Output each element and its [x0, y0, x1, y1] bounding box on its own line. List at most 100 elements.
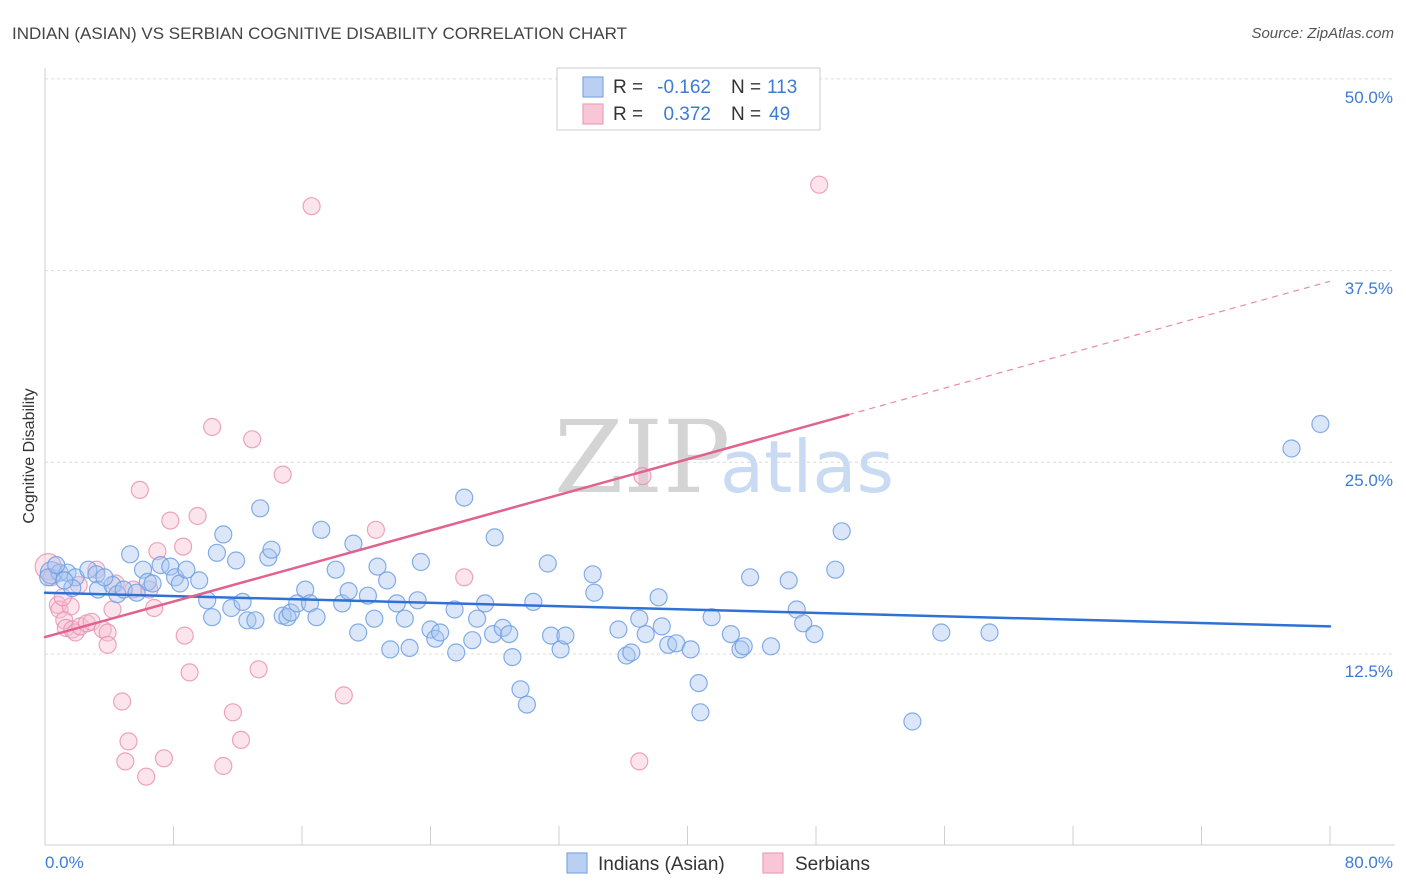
indians-asian-point — [455, 488, 474, 507]
indians-asian-point — [95, 568, 114, 587]
indians-asian-point — [408, 591, 427, 610]
indians-asian-point — [503, 647, 522, 667]
x-tick-marks — [173, 826, 1331, 845]
serbians-point — [180, 663, 199, 682]
indians-asian-point — [47, 555, 66, 575]
serbians-point — [214, 756, 233, 776]
indians-asian-point — [468, 609, 487, 628]
indians-asian-point — [622, 643, 641, 662]
watermark-atlas: atlas — [720, 425, 894, 509]
serbians-stats-swatch — [582, 103, 604, 125]
indians-asian-point — [702, 608, 721, 627]
serbians-point — [223, 703, 242, 722]
y-tick-label-50: 50.0% — [1345, 88, 1393, 107]
indians-asian-point — [121, 545, 140, 564]
indians-asian-point — [583, 565, 602, 584]
serbians-point — [174, 537, 193, 556]
indians-asian-n-value: 113 — [767, 77, 797, 98]
indians-asian-point — [203, 608, 222, 627]
serbians-trend-line — [43, 413, 850, 639]
indians-asian-point — [312, 520, 331, 539]
serbians-trend-extension — [847, 280, 1331, 416]
indians-asian-point — [233, 592, 252, 612]
serbians-point — [112, 692, 132, 711]
indians-asian-point — [1311, 414, 1330, 434]
serbians-n-value: 49 — [769, 104, 790, 125]
indians-asian-point — [378, 571, 397, 590]
serbians-point — [119, 732, 138, 751]
indians-asian-point — [381, 640, 400, 659]
serbians-point — [154, 749, 173, 768]
indians-asian-point — [541, 626, 561, 645]
serbians-point — [175, 626, 194, 645]
indians-asian-point — [805, 624, 824, 644]
indians-asian-trend-line — [43, 591, 1332, 628]
indians-asian-point — [447, 643, 466, 662]
y-tick-label-25: 25.0% — [1345, 471, 1393, 490]
serbians-legend-swatch — [762, 852, 784, 874]
serbians-legend-label: Serbians — [795, 854, 870, 875]
serbians-point — [203, 417, 222, 437]
indians-asian-point — [431, 623, 450, 642]
serbians-point — [455, 568, 474, 587]
indians-asian-point — [681, 640, 700, 659]
indians-asian-point — [932, 623, 951, 642]
indians-asian-point — [281, 603, 300, 622]
trend-lines — [43, 280, 1332, 639]
indians-asian-point — [585, 583, 604, 602]
indians-asian-point — [262, 540, 281, 559]
indians-asian-point — [538, 554, 557, 573]
indians-asian-point — [517, 695, 537, 714]
serbians-point — [130, 480, 149, 499]
indians-asian-point — [463, 631, 482, 650]
stats-legend: R = -0.162 N = 113 R = 0.372 N = 49 — [556, 67, 821, 131]
indians-asian-point — [246, 611, 265, 630]
indians-asian-point — [761, 637, 781, 656]
indians-asian-point — [339, 581, 358, 601]
indians-asian-point — [296, 580, 315, 599]
gridlines — [45, 78, 1395, 655]
indians-asian-point — [411, 552, 430, 572]
indians-asian-point — [652, 617, 671, 636]
indians-asian-point — [740, 568, 760, 587]
indians-asian-point — [1282, 439, 1301, 458]
serbians-point — [116, 752, 135, 771]
indians-asian-point — [207, 543, 226, 562]
serbians-point — [366, 520, 385, 539]
indians-asian-point — [556, 626, 575, 645]
series-legend: Indians (Asian) Serbians — [566, 852, 870, 875]
indians-asian-point — [349, 623, 368, 642]
indians-asian-point — [251, 499, 270, 518]
indians-asian-point — [368, 557, 387, 576]
indians-asian-point — [649, 588, 668, 607]
indians-asian-n-label: N = — [731, 77, 761, 98]
indians-asian-point — [143, 574, 162, 593]
indians-asian-point — [484, 624, 503, 644]
indians-asian-point — [326, 560, 345, 579]
indians-asian-point — [691, 703, 710, 722]
indians-asian-point — [387, 594, 406, 613]
indians-asian-point — [222, 598, 241, 618]
y-tick-label-37-5: 37.5% — [1345, 279, 1393, 298]
indians-asian-point — [609, 620, 628, 639]
indians-asian-point — [636, 624, 655, 644]
x-tick-label-80: 80.0% — [1345, 853, 1393, 872]
indians-asian-r-value: -0.162 — [657, 77, 711, 98]
indians-asian-stats-swatch — [582, 76, 604, 98]
indians-asian-point — [127, 583, 146, 602]
serbians-point — [148, 542, 167, 561]
serbians-point — [334, 686, 353, 705]
serbians-point — [273, 465, 292, 484]
indians-asian-point — [511, 680, 530, 699]
serbians-point — [188, 506, 207, 526]
serbians-point — [98, 635, 117, 654]
serbians-point — [137, 767, 156, 786]
indians-asian-points — [39, 414, 1330, 731]
indians-asian-point — [832, 522, 851, 541]
serbians-point — [302, 197, 321, 216]
indians-asian-point — [177, 560, 196, 579]
indians-asian-r-label: R = — [613, 77, 643, 98]
indians-asian-point — [400, 638, 419, 658]
indians-asian-point — [426, 629, 445, 648]
serbians-point — [98, 623, 117, 642]
